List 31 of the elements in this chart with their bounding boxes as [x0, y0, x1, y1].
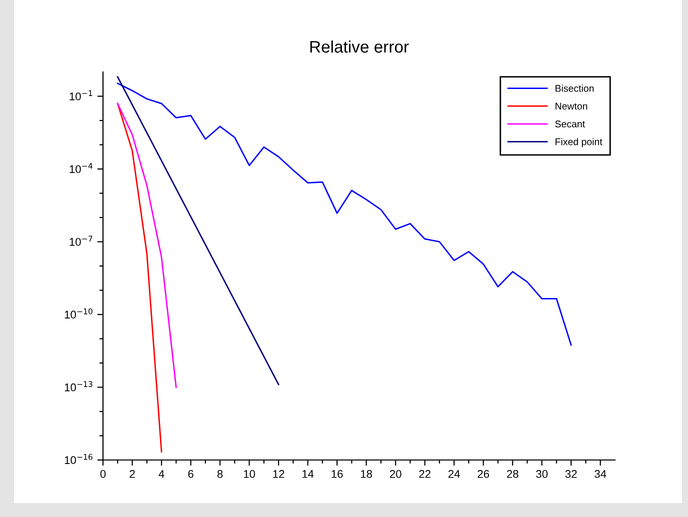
x-tick-label: 6 [188, 470, 194, 478]
x-tick-label: 18 [360, 470, 372, 478]
x-tick-label: 28 [506, 470, 518, 478]
line-series [116, 102, 177, 388]
x-tick-label: 34 [594, 470, 606, 478]
x-tick-label: 4 [158, 470, 164, 478]
legend-label: Secant [555, 120, 586, 128]
chart-title: Relative error [310, 40, 409, 53]
x-tick-label: 8 [217, 470, 223, 478]
x-tick-label: 30 [536, 470, 548, 478]
x-tick-label: 12 [273, 470, 284, 478]
y-tick-label: 10$^{−1}$ [70, 90, 92, 100]
y-tick-label: 10$^{−16}$ [64, 454, 92, 464]
line-series [116, 102, 162, 452]
y-tick-label: 10$^{−4}$ [70, 163, 92, 174]
y-tick-label: 10$^{−10}$ [64, 308, 92, 319]
legend-label: Bisection [556, 84, 594, 92]
x-tick-label: 14 [302, 470, 314, 478]
x-tick-label: 0 [100, 470, 106, 478]
x-tick-label: 16 [332, 470, 343, 478]
y-tick-label: 10$^{−13}$ [64, 381, 92, 392]
x-tick-label: 24 [448, 470, 460, 478]
x-tick-label: 20 [390, 470, 402, 478]
x-tick-label: 26 [478, 470, 490, 478]
legend-label: Newton [556, 102, 588, 110]
x-tick-label: 2 [130, 470, 135, 478]
x-tick-label: 22 [419, 470, 430, 478]
x-tick-label: 10 [244, 470, 256, 478]
x-tick-label: 32 [565, 470, 577, 478]
legend-label: Fixed point [556, 138, 602, 148]
y-tick-label: 10$^{−7}$ [70, 236, 92, 246]
